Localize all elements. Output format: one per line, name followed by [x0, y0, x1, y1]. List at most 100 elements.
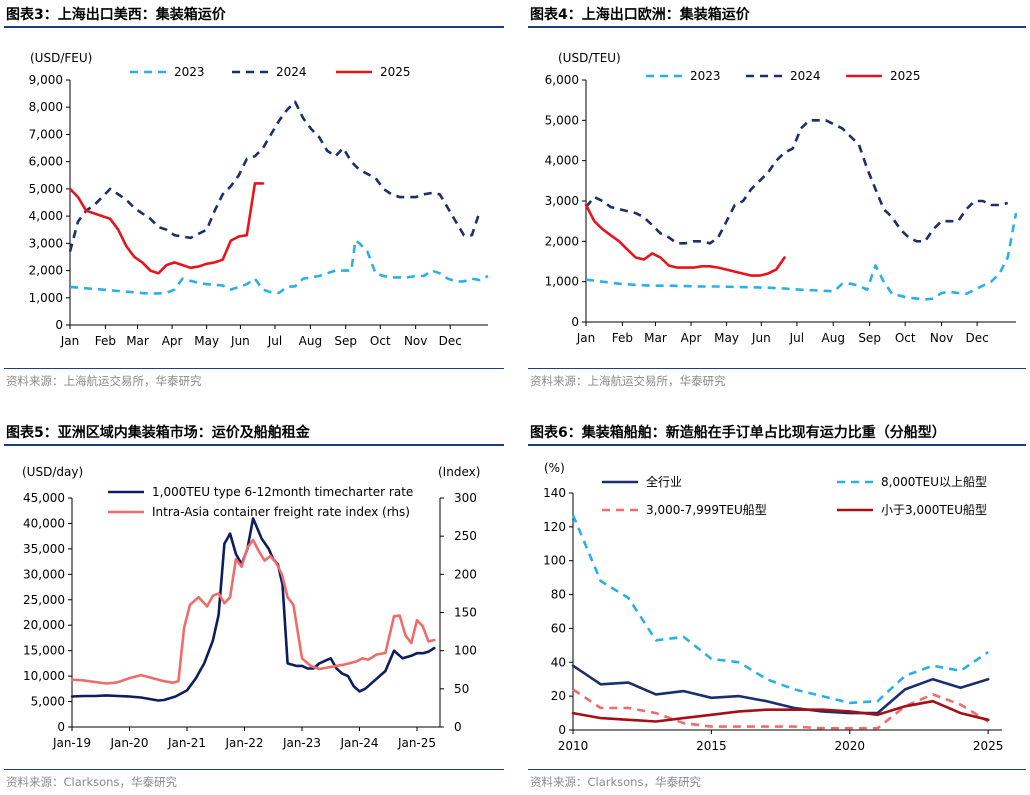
x-tick-label: Mar: [644, 331, 667, 345]
y-tick-label: 3,000: [545, 194, 579, 208]
x-tick-label: Aug: [822, 331, 845, 345]
x-tick-label: Dec: [439, 334, 462, 348]
x-tick-label: Jan-21: [167, 736, 206, 750]
y-tick-label: 120: [543, 520, 566, 534]
y-axis-title: (%): [544, 461, 565, 475]
panel-title: 图表3：上海出口美西：集装箱运价: [6, 7, 226, 23]
legend-label: Intra-Asia container freight rate index …: [152, 505, 410, 519]
y-tick-label: 5,000: [29, 182, 63, 196]
panel-title: 图表5：亚洲区域内集装箱市场：运价及船舶租金: [6, 425, 310, 441]
y-tick-label: 6,000: [545, 73, 579, 87]
y-axis-title-right: (Index): [438, 465, 480, 479]
y-tick-label-right: 100: [454, 644, 477, 658]
y-tick-label: 15,000: [23, 644, 65, 658]
title-rule: [528, 26, 1026, 28]
title-rule: [528, 444, 1026, 446]
chart-europe: 0 1,000 2,000 3,000 4,000 5,000 6,000 Jan Feb Mar…: [545, 51, 1018, 345]
y-tick-label-right: 50: [454, 682, 469, 696]
x-tick-label: 2010: [558, 739, 589, 753]
x-tick-label: Jun: [230, 334, 250, 348]
legend-label: 1,000TEU type 6-12month timecharter rate: [152, 485, 413, 499]
y-tick-label: 8,000: [29, 100, 63, 114]
panel-orderbook: 图表6：集装箱船舶：新造船在手订单占比现有运力比重（分船型） 0 20 40 60 80…: [524, 400, 1030, 795]
y-tick-label: 60: [551, 621, 566, 635]
y-tick-label: 2,000: [29, 264, 63, 278]
legend-label: 2024: [276, 65, 307, 79]
legend-label: 小于3,000TEU船型: [881, 503, 987, 517]
y-axis-title: (USD/TEU): [558, 51, 621, 65]
legend-label: 2025: [380, 65, 411, 79]
y-tick-label: 0: [55, 318, 63, 332]
y-tick-label: 2,000: [545, 234, 579, 248]
x-tick-label: May: [194, 334, 219, 348]
x-tick-label: Jan: [60, 334, 80, 348]
y-tick-label: 1,000: [545, 275, 579, 289]
series-line: [584, 119, 1009, 245]
y-tick-label: 40: [551, 655, 566, 669]
source-note: 资料来源：Clarksons，华泰研究: [530, 775, 701, 789]
series-line: [572, 688, 989, 730]
legend-label: 3,000-7,999TEU船型: [646, 503, 767, 517]
y-tick-label-right: 150: [454, 606, 477, 620]
y-tick-label: 35,000: [23, 542, 65, 556]
y-tick-label-right: 250: [454, 529, 477, 543]
x-tick-label: Sep: [334, 334, 357, 348]
title-rule: [4, 444, 504, 446]
y-tick-label: 10,000: [23, 669, 65, 683]
series-line: [68, 100, 482, 252]
y-tick-label: 7,000: [29, 127, 63, 141]
x-tick-label: 2025: [973, 739, 1004, 753]
x-tick-label: Feb: [612, 331, 633, 345]
y-tick-label: 3,000: [29, 236, 63, 250]
x-tick-label: Jun: [751, 331, 771, 345]
x-tick-label: Jan: [576, 331, 596, 345]
x-tick-label: Jul: [267, 334, 282, 348]
x-tick-label: Apr: [681, 331, 702, 345]
x-tick-label: Jan-23: [282, 736, 321, 750]
x-tick-label: Aug: [299, 334, 322, 348]
legend-label: 2023: [690, 69, 721, 83]
x-tick-label: May: [714, 331, 739, 345]
panel-title: 图表6：集装箱船舶：新造船在手订单占比现有运力比重（分船型）: [530, 425, 946, 441]
title-rule: [4, 26, 504, 28]
panel-title: 图表4：上海出口欧洲：集装箱运价: [530, 7, 750, 23]
x-tick-label: Mar: [126, 334, 149, 348]
x-tick-label: Jul: [789, 331, 804, 345]
series-line: [571, 699, 990, 723]
x-tick-label: 2020: [835, 739, 866, 753]
y-tick-label: 45,000: [23, 491, 65, 505]
y-tick-label: 25,000: [23, 593, 65, 607]
series-line: [585, 212, 1018, 301]
y-tick-label: 5,000: [545, 113, 579, 127]
x-tick-label: Oct: [895, 331, 916, 345]
legend-label: 2025: [890, 69, 921, 83]
series-line: [571, 514, 989, 705]
y-tick-label: 80: [551, 588, 566, 602]
y-tick-label: 5,000: [31, 695, 65, 709]
x-tick-label: Dec: [966, 331, 989, 345]
panel-intra-asia: 图表5：亚洲区域内集装箱市场：运价及船舶租金 0 5,000 10,000 15,00…: [0, 400, 515, 795]
y-tick-label: 0: [571, 315, 579, 329]
x-tick-label: Nov: [930, 331, 953, 345]
y-axis-title: (USD/day): [22, 465, 83, 479]
chart-orderbook: 0 20 40 60 80 100 120 140 2010 2015 2020 2025 (%) 全行业…: [543, 461, 1004, 753]
chart-us-west: 0 1,000 2,000 3,000 4,000 5,000 6,000 7,000 8,00…: [29, 51, 489, 348]
panel-europe: 图表4：上海出口欧洲：集装箱运价 0 1,000 2,000 3,000 4,000 5,…: [524, 0, 1030, 395]
x-tick-label: Jan-19: [52, 736, 91, 750]
y-tick-label-right: 0: [454, 720, 462, 734]
y-tick-label: 4,000: [29, 209, 63, 223]
source-note: 资料来源：Clarksons，华泰研究: [6, 775, 177, 789]
source-rule: [4, 368, 504, 369]
y-tick-label: 30,000: [23, 567, 65, 581]
y-tick-label: 6,000: [29, 155, 63, 169]
source-rule: [528, 368, 1026, 369]
series-line: [70, 517, 436, 702]
panel-us-west: 图表3：上海出口美西：集装箱运价 0 1,000 2,000 3,000 4,000 5,…: [0, 0, 515, 395]
x-tick-label: Jan-22: [224, 736, 263, 750]
y-tick-label: 9,000: [29, 73, 63, 87]
y-tick-label-right: 200: [454, 567, 477, 581]
y-tick-label: 4,000: [545, 154, 579, 168]
legend-label: 2023: [174, 65, 205, 79]
chart-intra-asia: 0 5,000 10,000 15,000 20,000 25,000 30,000 35,0…: [22, 465, 480, 750]
y-tick-label: 100: [543, 554, 566, 568]
